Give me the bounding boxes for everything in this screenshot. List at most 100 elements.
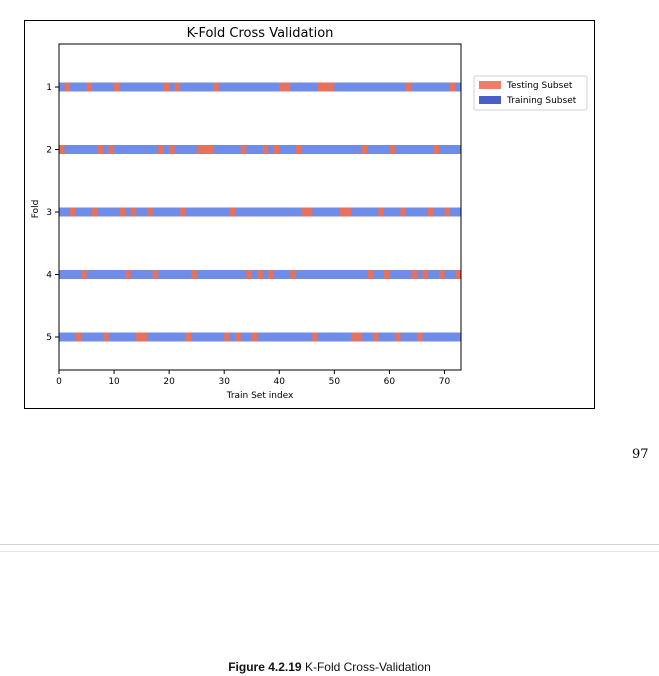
test-mark-fold-5 [356, 332, 362, 342]
test-mark-fold-2 [361, 145, 368, 154]
x-tick-label: 10 [108, 377, 120, 387]
test-mark-fold-5 [136, 332, 142, 342]
test-mark-fold-2 [196, 145, 203, 154]
x-tick-label: 50 [329, 377, 341, 387]
test-mark-fold-1 [279, 82, 285, 92]
test-mark-fold-5 [416, 332, 423, 342]
test-mark-fold-5 [312, 332, 318, 342]
x-tick-label: 70 [439, 377, 451, 387]
y-tick-label: 4 [46, 271, 52, 281]
legend-label-testing: Testing Subset [506, 81, 573, 91]
test-mark-fold-2 [295, 145, 302, 154]
y-tick-label: 3 [46, 208, 52, 218]
test-mark-fold-1 [163, 82, 170, 92]
test-mark-fold-5 [350, 332, 357, 342]
test-mark-fold-1 [405, 82, 412, 92]
page-separator [0, 544, 659, 545]
test-mark-fold-4 [125, 270, 131, 279]
test-mark-fold-5 [224, 332, 230, 342]
chart-title: K-Fold Cross Validation [187, 26, 334, 41]
test-mark-fold-2 [97, 145, 104, 154]
test-mark-fold-3 [130, 207, 137, 217]
x-axis-label: Train Set index [226, 391, 294, 401]
test-mark-fold-2 [202, 145, 208, 154]
train-bar-fold-2 [59, 145, 461, 154]
test-mark-fold-5 [372, 332, 379, 342]
test-mark-fold-2 [158, 145, 164, 154]
y-tick-label: 2 [46, 146, 52, 156]
test-mark-fold-1 [284, 82, 291, 92]
test-mark-fold-2 [389, 145, 395, 154]
caption-label: Figure 4.2.19 [228, 660, 302, 674]
test-mark-fold-5 [251, 332, 258, 342]
test-mark-fold-4 [290, 270, 296, 279]
caption-text: K-Fold Cross-Validation [304, 660, 431, 674]
test-mark-fold-1 [174, 82, 181, 92]
x-tick-label: 20 [163, 377, 175, 387]
test-mark-fold-3 [70, 207, 76, 217]
test-mark-fold-2 [169, 145, 175, 154]
test-mark-fold-4 [422, 270, 428, 279]
y-tick-label: 1 [46, 83, 52, 93]
test-mark-fold-1 [323, 82, 329, 92]
test-mark-fold-5 [103, 332, 109, 342]
test-mark-fold-1 [449, 82, 456, 92]
test-mark-fold-5 [394, 332, 401, 342]
figure-caption: Figure 4.2.19 K-Fold Cross-Validation [0, 660, 659, 674]
legend-box [473, 75, 588, 111]
test-mark-fold-1 [213, 82, 219, 92]
test-mark-fold-3 [444, 207, 450, 217]
test-mark-fold-1 [86, 82, 93, 92]
x-tick-label: 60 [384, 377, 396, 387]
legend-swatch-testing [479, 81, 501, 89]
test-mark-fold-5 [141, 332, 148, 342]
test-mark-fold-2 [59, 145, 65, 154]
test-mark-fold-3 [306, 207, 313, 217]
test-mark-fold-4 [455, 270, 461, 279]
x-tick-label: 30 [218, 377, 230, 387]
test-mark-fold-2 [108, 145, 115, 154]
test-mark-fold-2 [433, 145, 439, 154]
test-mark-fold-3 [229, 207, 236, 217]
test-mark-fold-5 [185, 332, 192, 342]
y-axis-label: Fold [31, 200, 41, 219]
test-mark-fold-3 [339, 207, 346, 217]
test-mark-fold-4 [268, 270, 274, 279]
legend-swatch-training [479, 96, 501, 104]
test-mark-fold-3 [147, 207, 153, 217]
test-mark-fold-3 [301, 207, 307, 217]
train-bar-fold-5 [59, 332, 461, 342]
test-mark-fold-2 [240, 145, 247, 154]
test-mark-fold-4 [438, 270, 445, 279]
test-mark-fold-4 [81, 270, 87, 279]
test-mark-fold-3 [378, 207, 384, 217]
test-mark-fold-4 [191, 270, 197, 279]
test-mark-fold-5 [235, 332, 241, 342]
test-mark-fold-2 [262, 145, 269, 154]
test-mark-fold-5 [75, 332, 82, 342]
test-mark-fold-4 [246, 270, 252, 279]
train-bar-fold-1 [59, 82, 461, 92]
test-mark-fold-1 [317, 82, 324, 92]
legend-label-training: Training Subset [506, 96, 577, 106]
test-mark-fold-4 [257, 270, 263, 279]
test-mark-fold-2 [207, 145, 214, 154]
test-mark-fold-3 [92, 207, 98, 217]
test-mark-fold-3 [119, 207, 126, 217]
test-mark-fold-4 [152, 270, 159, 279]
train-bar-fold-3 [59, 207, 461, 217]
test-mark-fold-4 [367, 270, 373, 279]
test-mark-fold-1 [114, 82, 120, 92]
test-mark-fold-4 [411, 270, 417, 279]
page-number: 97 [632, 447, 649, 462]
legend: Testing Subset Training Subset [473, 75, 588, 111]
y-tick-label: 5 [46, 333, 52, 343]
test-mark-fold-3 [345, 207, 351, 217]
test-mark-fold-3 [427, 207, 434, 217]
test-mark-fold-1 [328, 82, 335, 92]
page-separator-shadow [0, 551, 659, 552]
x-tick-label: 0 [56, 377, 62, 387]
test-mark-fold-1 [64, 82, 71, 92]
